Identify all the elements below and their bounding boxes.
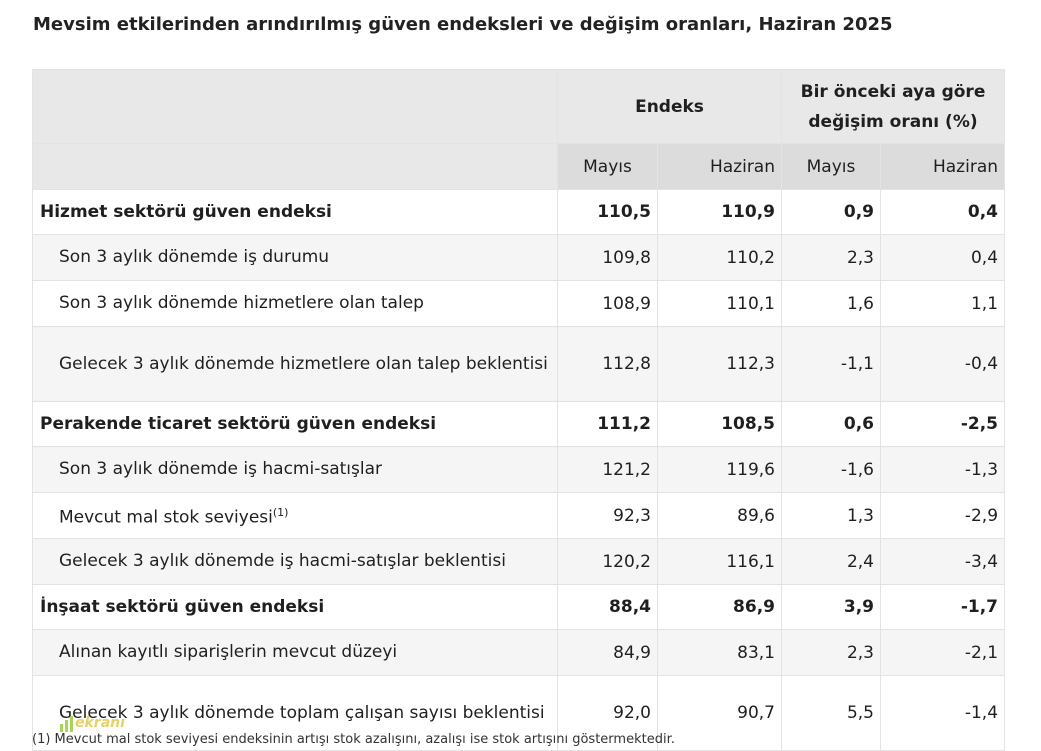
cell-change-june: -0,4 <box>881 327 1005 402</box>
table-row: Alınan kayıtlı siparişlerin mevcut düzey… <box>33 630 1005 676</box>
cell-index-june: 83,1 <box>658 630 782 676</box>
table-row-section: Hizmet sektörü güven endeksi 110,5 110,9… <box>33 190 1005 235</box>
cell-change-may: 2,3 <box>782 630 881 676</box>
table-row: Mevcut mal stok seviyesi(1) 92,3 89,6 1,… <box>33 493 1005 539</box>
page-title: Mevsim etkilerinden arındırılmış güven e… <box>33 14 893 35</box>
subheader-index-may: Mayıs <box>558 144 658 190</box>
cell-index-may: 121,2 <box>558 447 658 493</box>
cell-change-may: 2,4 <box>782 539 881 585</box>
cell-index-june: 108,5 <box>658 402 782 447</box>
footnote: (1) Mevcut mal stok seviyesi endeksinin … <box>32 732 675 747</box>
cell-change-may: -1,1 <box>782 327 881 402</box>
cell-index-june: 112,3 <box>658 327 782 402</box>
row-label: Son 3 aylık dönemde iş durumu <box>33 235 558 281</box>
cell-change-may: -1,6 <box>782 447 881 493</box>
row-label: Gelecek 3 aylık dönemde iş hacmi-satışla… <box>33 539 558 585</box>
subheader-change-may: Mayıs <box>782 144 881 190</box>
row-label: Son 3 aylık dönemde iş hacmi-satışlar <box>33 447 558 493</box>
cell-change-may: 0,9 <box>782 190 881 235</box>
cell-index-june: 110,2 <box>658 235 782 281</box>
cell-change-may: 2,3 <box>782 235 881 281</box>
row-label: İnşaat sektörü güven endeksi <box>33 585 558 630</box>
row-label: Son 3 aylık dönemde hizmetlere olan tale… <box>33 281 558 327</box>
footnote-marker: (1) <box>273 506 289 519</box>
cell-index-june: 116,1 <box>658 539 782 585</box>
cell-change-june: -1,4 <box>881 676 1005 751</box>
row-label-with-footnote: Mevcut mal stok seviyesi(1) <box>33 493 558 539</box>
cell-change-may: 5,5 <box>782 676 881 751</box>
row-label: Mevcut mal stok seviyesi <box>59 508 273 528</box>
cell-index-may: 92,3 <box>558 493 658 539</box>
cell-change-june: -1,3 <box>881 447 1005 493</box>
header-empty-cell <box>33 70 558 144</box>
cell-change-june: -2,5 <box>881 402 1005 447</box>
cell-index-may: 112,8 <box>558 327 658 402</box>
cell-index-may: 109,8 <box>558 235 658 281</box>
subheader-index-june: Haziran <box>658 144 782 190</box>
confidence-index-table: Endeks Bir önceki aya göre değişim oranı… <box>32 69 1005 751</box>
cell-change-may: 1,3 <box>782 493 881 539</box>
table-row: Son 3 aylık dönemde iş hacmi-satışlar 12… <box>33 447 1005 493</box>
cell-index-may: 84,9 <box>558 630 658 676</box>
cell-index-june: 110,9 <box>658 190 782 235</box>
table-row-section: Perakende ticaret sektörü güven endeksi … <box>33 402 1005 447</box>
table-row: Gelecek 3 aylık dönemde hizmetlere olan … <box>33 327 1005 402</box>
cell-change-june: -2,9 <box>881 493 1005 539</box>
header-change-rate: Bir önceki aya göre değişim oranı (%) <box>782 70 1005 144</box>
subheader-empty-cell <box>33 144 558 190</box>
table-row-section: İnşaat sektörü güven endeksi 88,4 86,9 3… <box>33 585 1005 630</box>
cell-change-june: -1,7 <box>881 585 1005 630</box>
cell-index-may: 108,9 <box>558 281 658 327</box>
cell-change-may: 0,6 <box>782 402 881 447</box>
row-label: Perakende ticaret sektörü güven endeksi <box>33 402 558 447</box>
cell-index-may: 88,4 <box>558 585 658 630</box>
cell-index-may: 110,5 <box>558 190 658 235</box>
cell-index-june: 89,6 <box>658 493 782 539</box>
cell-index-june: 110,1 <box>658 281 782 327</box>
row-label: Hizmet sektörü güven endeksi <box>33 190 558 235</box>
cell-index-june: 90,7 <box>658 676 782 751</box>
cell-index-june: 86,9 <box>658 585 782 630</box>
cell-index-may: 120,2 <box>558 539 658 585</box>
cell-index-june: 119,6 <box>658 447 782 493</box>
row-label: Alınan kayıtlı siparişlerin mevcut düzey… <box>33 630 558 676</box>
cell-change-june: -3,4 <box>881 539 1005 585</box>
cell-change-june: 1,1 <box>881 281 1005 327</box>
cell-change-may: 3,9 <box>782 585 881 630</box>
cell-index-may: 111,2 <box>558 402 658 447</box>
cell-change-june: 0,4 <box>881 190 1005 235</box>
table-row: Gelecek 3 aylık dönemde iş hacmi-satışla… <box>33 539 1005 585</box>
table-row: Son 3 aylık dönemde iş durumu 109,8 110,… <box>33 235 1005 281</box>
row-label: Gelecek 3 aylık dönemde hizmetlere olan … <box>33 327 558 402</box>
cell-change-june: 0,4 <box>881 235 1005 281</box>
table-row: Son 3 aylık dönemde hizmetlere olan tale… <box>33 281 1005 327</box>
header-index: Endeks <box>558 70 782 144</box>
cell-change-june: -2,1 <box>881 630 1005 676</box>
subheader-change-june: Haziran <box>881 144 1005 190</box>
cell-change-may: 1,6 <box>782 281 881 327</box>
